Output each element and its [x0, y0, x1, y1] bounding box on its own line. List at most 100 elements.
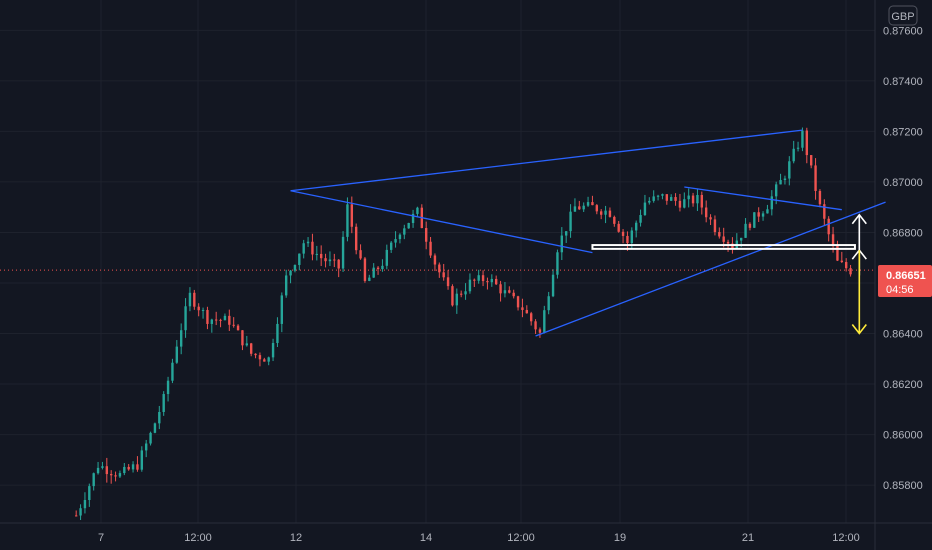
- candle-body: [626, 235, 629, 244]
- candle-body: [92, 473, 95, 487]
- y-tick-label: 0.87600: [883, 25, 923, 37]
- candle-body: [551, 274, 555, 297]
- candle-body: [788, 161, 791, 179]
- candle-body: [284, 275, 288, 296]
- candle-body: [403, 228, 406, 235]
- candle-body: [346, 204, 349, 237]
- candle-body: [96, 467, 100, 474]
- candle-body: [753, 212, 756, 228]
- candle-body: [354, 226, 358, 251]
- candle-body: [88, 486, 91, 500]
- candle-body: [547, 296, 550, 311]
- candle-body: [599, 211, 603, 215]
- support-zone[interactable]: [591, 244, 856, 250]
- candle-body: [219, 319, 222, 321]
- candle-body: [433, 255, 437, 265]
- candle-body: [228, 315, 231, 325]
- x-tick-label: 7: [98, 532, 104, 544]
- x-tick-label: 12:00: [507, 532, 535, 544]
- candle-body: [319, 253, 323, 259]
- x-tick-label: 21: [742, 532, 754, 544]
- candle-body: [464, 291, 467, 295]
- candles: [74, 127, 852, 521]
- candle-body: [691, 195, 695, 204]
- candle-body: [634, 222, 638, 231]
- candle-body: [324, 258, 327, 262]
- candle-body: [372, 267, 375, 278]
- arrow-up[interactable]: [851, 213, 867, 251]
- candle-body: [604, 210, 607, 215]
- candle-body: [298, 253, 301, 265]
- candle-body: [595, 205, 599, 212]
- candle-body: [214, 319, 218, 321]
- candle-body: [468, 279, 472, 292]
- candle-body: [573, 206, 577, 212]
- candle-body: [652, 196, 655, 201]
- candle-body: [656, 195, 660, 197]
- candle-body: [499, 284, 502, 294]
- candle-body: [739, 237, 743, 241]
- y-tick-label: 0.87200: [883, 126, 923, 138]
- candle-body: [674, 197, 677, 201]
- candle-body: [280, 295, 284, 324]
- candle-body: [534, 321, 537, 330]
- candle-body: [241, 330, 244, 346]
- candle-body: [179, 330, 183, 347]
- trendline[interactable]: [290, 129, 803, 192]
- candle-body: [687, 195, 690, 200]
- candle-body: [709, 217, 712, 220]
- candle-body: [359, 250, 362, 259]
- candle-body: [525, 309, 529, 314]
- candle-body: [582, 205, 585, 210]
- candle-body: [136, 464, 139, 470]
- candle-body: [512, 292, 515, 297]
- candle-body: [490, 278, 494, 283]
- x-tick-label: 14: [420, 532, 432, 544]
- candle-body: [114, 475, 117, 477]
- candle-body: [158, 411, 161, 424]
- candle-body: [796, 147, 800, 149]
- trendline[interactable]: [684, 186, 842, 211]
- candle-body: [477, 275, 480, 281]
- y-tick-label: 0.87000: [883, 177, 923, 189]
- candle-body: [394, 239, 397, 243]
- currency-badge[interactable]: GBP: [888, 5, 918, 26]
- candle-body: [516, 296, 520, 308]
- candle-body: [748, 223, 752, 228]
- candle-body: [368, 277, 371, 281]
- candle-body: [210, 319, 214, 324]
- candle-body: [844, 262, 848, 269]
- candle-body: [669, 197, 673, 201]
- candle-body: [770, 196, 774, 210]
- candle-body: [293, 264, 297, 271]
- candle-body: [188, 292, 192, 307]
- candle-body: [560, 235, 564, 253]
- arrow-down[interactable]: [851, 250, 867, 335]
- candle-body: [455, 293, 459, 306]
- candle-body: [389, 242, 393, 250]
- candle-body: [823, 204, 826, 219]
- trendline[interactable]: [535, 201, 886, 337]
- x-tick-label: 12: [290, 532, 302, 544]
- candle-body: [407, 223, 410, 229]
- candle-body: [276, 323, 279, 344]
- candle-body: [792, 148, 795, 162]
- y-tick-label: 0.85800: [883, 480, 923, 492]
- candle-body: [481, 275, 485, 282]
- candle-body: [831, 234, 835, 247]
- candle-body: [201, 309, 205, 311]
- candle-body: [805, 130, 809, 156]
- candle-body: [429, 241, 432, 256]
- candle-body: [766, 209, 769, 214]
- candle-body: [438, 264, 441, 273]
- candle-body: [311, 241, 314, 255]
- candle-body: [118, 473, 122, 477]
- drawings[interactable]: [0, 129, 886, 337]
- candle-body: [556, 252, 559, 275]
- trendline[interactable]: [290, 190, 593, 254]
- candle-body: [569, 211, 572, 232]
- candle-body: [538, 329, 542, 333]
- candle-body: [271, 343, 275, 358]
